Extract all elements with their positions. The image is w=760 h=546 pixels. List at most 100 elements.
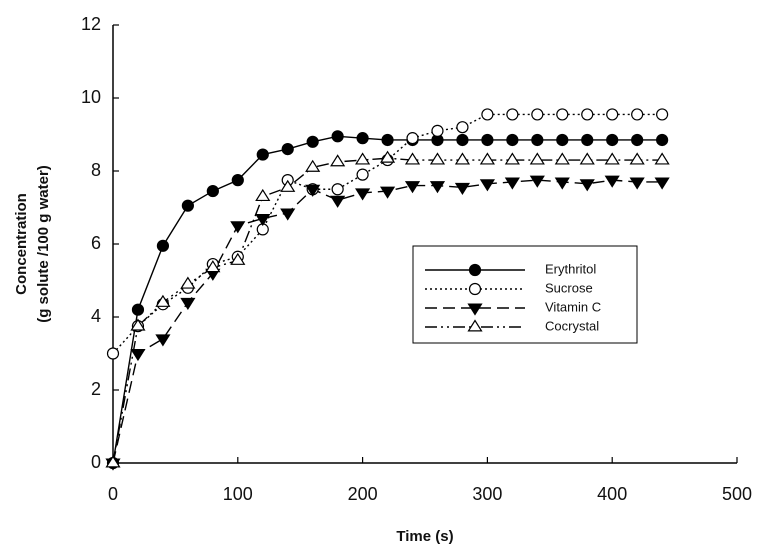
x-tick-label: 100	[223, 484, 253, 504]
marker	[531, 108, 544, 121]
marker	[280, 208, 296, 221]
marker	[629, 152, 645, 165]
marker	[454, 182, 471, 196]
marker	[131, 303, 145, 316]
marker	[355, 188, 371, 201]
marker	[130, 349, 146, 362]
y-axis-title: (g solute /100 g water)	[35, 165, 52, 323]
marker	[529, 175, 545, 188]
marker	[581, 108, 594, 121]
legend-marker	[467, 303, 483, 316]
marker	[429, 181, 446, 194]
marker	[230, 252, 246, 265]
marker	[504, 177, 520, 190]
marker	[456, 133, 469, 147]
marker	[330, 154, 346, 167]
marker	[506, 133, 519, 147]
marker	[106, 347, 120, 360]
marker	[356, 168, 369, 181]
marker	[206, 184, 219, 198]
marker	[479, 179, 495, 192]
marker	[331, 130, 344, 143]
marker	[180, 297, 196, 311]
marker	[506, 108, 519, 121]
marker	[529, 152, 545, 165]
marker	[381, 133, 394, 147]
marker	[604, 152, 620, 165]
x-axis-title: Time (s)	[396, 528, 453, 545]
y-tick-label: 2	[91, 379, 101, 399]
y-axis-title: Concentration	[13, 193, 30, 295]
y-tick-label: 4	[91, 306, 101, 326]
y-tick-label: 0	[91, 452, 101, 472]
y-tick-label: 8	[91, 160, 101, 180]
marker	[281, 143, 294, 156]
x-tick-label: 300	[472, 484, 502, 504]
y-tick-label: 6	[91, 233, 101, 253]
marker	[231, 174, 244, 187]
marker	[404, 181, 421, 194]
x-tick-label: 500	[722, 484, 752, 504]
marker	[481, 108, 494, 121]
marker	[355, 152, 371, 165]
marker	[330, 195, 346, 208]
legend-label: Cocrystal	[545, 318, 599, 333]
marker	[280, 179, 296, 192]
marker	[306, 135, 319, 148]
y-tick-label: 10	[81, 87, 101, 107]
marker	[356, 132, 369, 145]
marker	[404, 152, 421, 165]
legend-marker	[467, 319, 483, 332]
legend-marker	[468, 282, 482, 296]
marker	[454, 152, 471, 165]
marker	[654, 177, 670, 190]
marker	[631, 133, 644, 147]
marker	[581, 133, 594, 147]
marker	[656, 133, 669, 147]
marker	[205, 260, 221, 273]
marker	[554, 152, 570, 165]
marker	[180, 276, 196, 289]
marker	[479, 152, 495, 165]
legend-label: Vitamin C	[545, 299, 601, 314]
x-tick-label: 400	[597, 484, 627, 504]
marker	[256, 148, 269, 161]
marker	[305, 184, 321, 197]
marker	[155, 294, 171, 307]
marker	[255, 188, 271, 202]
marker	[181, 199, 194, 212]
marker	[155, 334, 171, 347]
x-tick-label: 0	[108, 484, 118, 504]
marker	[531, 133, 544, 147]
x-tick-label: 200	[348, 484, 378, 504]
marker	[629, 177, 645, 190]
legend-label: Erythritol	[545, 261, 596, 276]
marker	[456, 121, 469, 134]
legend-marker	[468, 263, 482, 277]
marker	[604, 175, 620, 188]
series-line	[112, 157, 663, 464]
marker	[305, 159, 321, 172]
marker	[606, 133, 619, 147]
marker	[379, 186, 396, 199]
marker	[230, 221, 246, 234]
y-tick-label: 12	[81, 14, 101, 34]
marker	[379, 150, 396, 163]
marker	[481, 133, 494, 147]
legend-box	[412, 245, 638, 344]
marker	[654, 152, 670, 165]
legend-label: Sucrose	[545, 280, 593, 295]
marker	[406, 132, 419, 145]
marker	[255, 213, 271, 227]
marker	[554, 177, 570, 190]
marker	[556, 108, 569, 121]
legend: Erythritol Sucrose Vitamin C Cocrystal	[412, 245, 638, 344]
marker	[105, 455, 121, 468]
marker	[156, 239, 170, 252]
marker	[631, 108, 644, 121]
marker	[130, 318, 146, 331]
marker	[429, 152, 446, 165]
marker	[504, 152, 520, 165]
marker	[656, 108, 669, 121]
